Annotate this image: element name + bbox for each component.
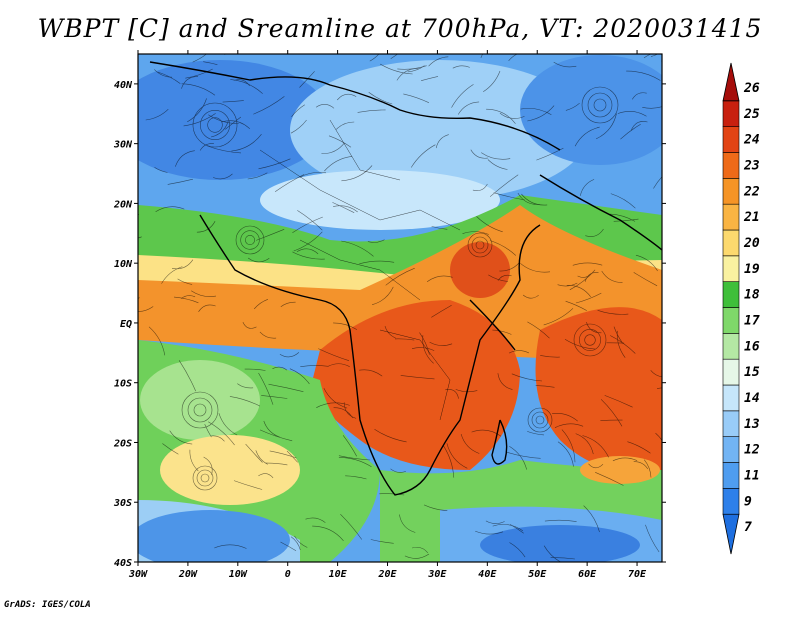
lon-tick-label: 10E — [329, 569, 348, 580]
colorbar-label: 15 — [744, 365, 760, 380]
lon-tick-label: 20E — [377, 569, 397, 580]
map-axes: 30W 20W 10W 0 10E 20E 30E 40E 50E 60E 70E 40N 30N 20N… — [113, 50, 666, 580]
colorbar-arrow-high — [722, 62, 740, 102]
map-title: WBPT [C] and Sreamline at 700hPa, VT: 20… — [37, 14, 763, 43]
lon-tick-label: 30W — [128, 569, 148, 580]
colorbar-label: 14 — [744, 391, 760, 406]
colorbar-segment — [722, 100, 740, 127]
lon-tick-label: 30E — [427, 569, 447, 580]
lat-tick-label: 40S — [114, 558, 132, 569]
lon-tick-label: 50E — [528, 569, 547, 580]
colorbar-label: 16 — [744, 339, 760, 354]
colorbar-label: 24 — [743, 133, 760, 148]
colorbar-segment — [722, 410, 740, 437]
colorbar-segment — [722, 203, 740, 231]
colorbar-label: 20 — [743, 236, 760, 251]
colorbar-label: 21 — [743, 210, 760, 225]
colorbar-label: 12 — [744, 443, 760, 458]
lon-tick-label: 70E — [628, 569, 647, 580]
colorbar-label: 11 — [744, 468, 760, 483]
lat-tick-label: 10S — [114, 379, 132, 390]
map-frame — [137, 53, 663, 563]
colorbar-label: 18 — [744, 288, 760, 303]
lat-tick-label: 30N — [113, 140, 133, 151]
colorbar-segment — [722, 333, 740, 360]
colorbar-segment — [722, 178, 740, 205]
colorbar-segment — [722, 358, 740, 386]
lon-tick-label: 40E — [478, 569, 497, 580]
lat-tick-label: 40N — [114, 80, 133, 91]
colorbar-label: 7 — [744, 520, 752, 535]
lat-tick-label: 20N — [113, 199, 133, 210]
colorbar-label: 13 — [744, 417, 760, 432]
coastlines — [149, 61, 662, 496]
colorbar-segment — [722, 229, 740, 257]
lat-tick-label: 30S — [113, 498, 132, 509]
colorbar-segment — [722, 126, 740, 153]
lon-tick-label: 10W — [229, 569, 248, 580]
wbpt-field — [138, 54, 662, 562]
lon-tick-label: 20W — [178, 569, 198, 580]
grads-credit: GrADS: IGES/COLA — [4, 600, 91, 610]
lat-tick-label: EQ — [120, 319, 132, 330]
colorbar: 7 9 11 12 13 14 15 16 17 18 19 20 21 22 23 24 25 26 — [722, 62, 760, 555]
colorbar-segment — [722, 488, 740, 515]
colorbar-label: 19 — [744, 262, 760, 277]
colorbar-label: 25 — [743, 107, 760, 122]
colorbar-segment — [722, 152, 740, 179]
colorbar-label: 9 — [744, 494, 752, 509]
colorbar-segment — [722, 307, 740, 334]
colorbar-segment — [722, 255, 740, 282]
colorbar-arrow-low — [722, 513, 740, 555]
colorbar-segment — [722, 384, 740, 412]
colorbar-label: 26 — [743, 81, 760, 96]
colorbar-label: 17 — [744, 313, 760, 328]
lat-tick-label: 10N — [114, 259, 133, 270]
colorbar-label: 22 — [743, 184, 760, 199]
lon-tick-label: 0 — [285, 569, 291, 580]
colorbar-segment — [722, 436, 740, 463]
lat-tick-label: 20S — [113, 438, 132, 449]
colorbar-segment — [722, 462, 740, 489]
colorbar-segment — [722, 281, 740, 308]
lon-tick-label: 60E — [578, 569, 597, 580]
colorbar-label: 23 — [743, 158, 760, 173]
country-borders — [259, 119, 461, 421]
streamlines — [138, 54, 662, 562]
